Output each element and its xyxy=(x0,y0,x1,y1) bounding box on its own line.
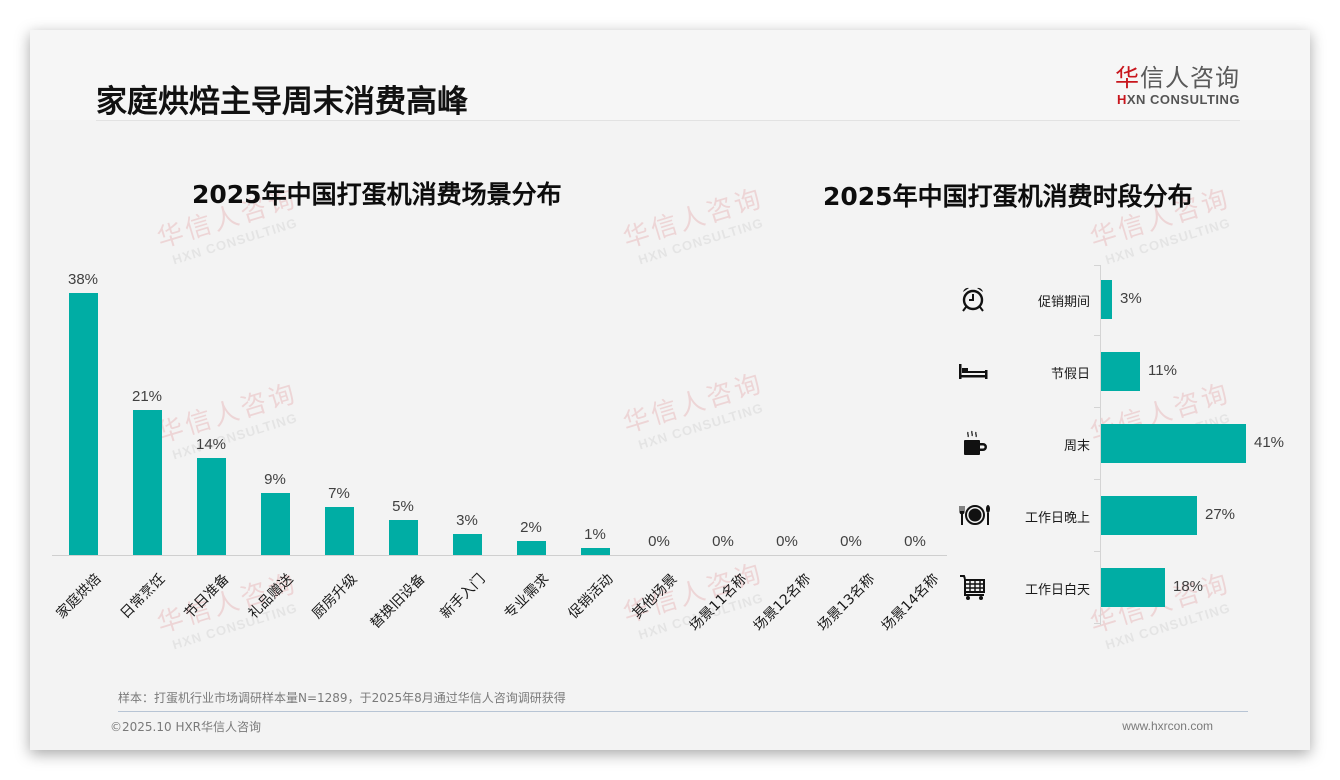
brand-logo: 华信人咨询 HXN CONSULTING xyxy=(1115,64,1240,108)
bar-value-label: 0% xyxy=(712,533,734,550)
bar-value-label: 0% xyxy=(840,533,862,550)
bar-value-label: 7% xyxy=(328,485,350,502)
scene-chart-title: 2025年中国打蛋机消费场景分布 xyxy=(192,180,562,209)
y-axis-tick xyxy=(1094,407,1100,408)
logo-en-text: XN CONSULTING xyxy=(1126,92,1240,107)
logo-en-mark: H xyxy=(1116,92,1127,107)
bar xyxy=(452,534,482,555)
x-tick-label: 家庭烘焙 xyxy=(53,571,105,623)
plate-cutlery-icon xyxy=(958,500,990,530)
shopping-cart-icon xyxy=(958,572,988,602)
bar xyxy=(132,410,162,555)
bar-value-label: 27% xyxy=(1205,506,1236,523)
x-tick-label: 场景14名称 xyxy=(878,571,942,635)
x-tick-label: 厨房升级 xyxy=(309,571,361,623)
bar xyxy=(260,493,290,555)
bar-value-label: 21% xyxy=(131,388,163,405)
x-tick-label: 场景11名称 xyxy=(686,571,750,635)
copyright: ©2025.10 HXR华信人咨询 xyxy=(110,720,262,734)
bar-value-label: 2% xyxy=(520,519,542,536)
bar xyxy=(1101,567,1165,607)
x-tick-label: 礼品赠送 xyxy=(245,571,297,623)
bar xyxy=(516,541,546,555)
logo-cn-mark: 华 xyxy=(1115,64,1140,92)
bar-value-label: 0% xyxy=(648,533,670,550)
x-tick-label: 场景12名称 xyxy=(750,571,814,635)
bar-value-label: 0% xyxy=(776,533,798,550)
bar xyxy=(196,458,226,555)
title-divider xyxy=(96,120,1240,121)
bar xyxy=(1101,351,1140,391)
y-tick-label: 节假日 xyxy=(1050,367,1090,382)
bar xyxy=(580,548,610,555)
bar-value-label: 11% xyxy=(1148,362,1177,379)
logo-cn-text: 信人咨询 xyxy=(1140,64,1240,92)
bar-value-label: 9% xyxy=(264,471,286,488)
bar xyxy=(1101,423,1246,463)
y-tick-label: 促销期间 xyxy=(1037,295,1090,310)
bar xyxy=(1101,495,1197,535)
y-axis-tick xyxy=(1094,551,1100,552)
bar-value-label: 1% xyxy=(584,526,606,543)
slide: 家庭烘焙主导周末消费高峰 华信人咨询 HXN CONSULTING 华信人咨询 H… xyxy=(30,30,1310,750)
period-chart-title: 2025年中国打蛋机消费时段分布 xyxy=(823,182,1193,211)
sample-note: 样本：打蛋机行业市场调研样本量N=1289，于2025年8月通过华信人咨询调研获… xyxy=(118,691,566,705)
x-tick-label: 新手入门 xyxy=(437,571,489,623)
x-tick-label: 替换旧设备 xyxy=(367,571,429,632)
x-tick-label: 专业需求 xyxy=(501,571,553,623)
x-tick-label: 场景13名称 xyxy=(814,571,878,635)
bar-value-label: 41% xyxy=(1254,434,1285,451)
bar xyxy=(68,293,98,555)
y-axis-tick xyxy=(1094,479,1100,480)
y-tick-label: 工作日白天 xyxy=(1024,583,1090,598)
bar xyxy=(388,520,418,555)
y-tick-label: 工作日晚上 xyxy=(1024,511,1090,526)
bar-value-label: 14% xyxy=(195,436,227,453)
bar-value-label: 5% xyxy=(392,498,414,515)
y-axis-tick xyxy=(1094,265,1100,266)
x-tick-label: 其他场景 xyxy=(629,571,681,623)
y-axis-line xyxy=(1100,265,1101,625)
website: www.hxrcon.com xyxy=(1122,719,1213,733)
coffee-mug-icon xyxy=(958,428,988,458)
x-tick-label: 日常烹饪 xyxy=(117,571,169,623)
bar-value-label: 3% xyxy=(456,512,478,529)
x-tick-label: 节日准备 xyxy=(181,571,233,623)
bar xyxy=(1101,279,1112,319)
bar-value-label: 18% xyxy=(1173,578,1204,595)
footer-divider xyxy=(118,711,1248,712)
y-axis-tick xyxy=(1094,335,1100,336)
bar-value-label: 0% xyxy=(904,533,926,550)
header-band xyxy=(30,30,1310,120)
bar-value-label: 3% xyxy=(1120,290,1142,307)
page-title: 家庭烘焙主导周末消费高峰 xyxy=(96,84,468,120)
bar xyxy=(324,507,354,555)
x-tick-label: 促销活动 xyxy=(565,571,617,623)
y-tick-label: 周末 xyxy=(1063,439,1090,454)
alarm-clock-icon xyxy=(958,284,988,314)
bar-value-label: 38% xyxy=(67,271,99,288)
bed-icon xyxy=(958,356,988,386)
y-axis-tick xyxy=(1094,623,1100,624)
x-axis-line xyxy=(52,555,947,556)
